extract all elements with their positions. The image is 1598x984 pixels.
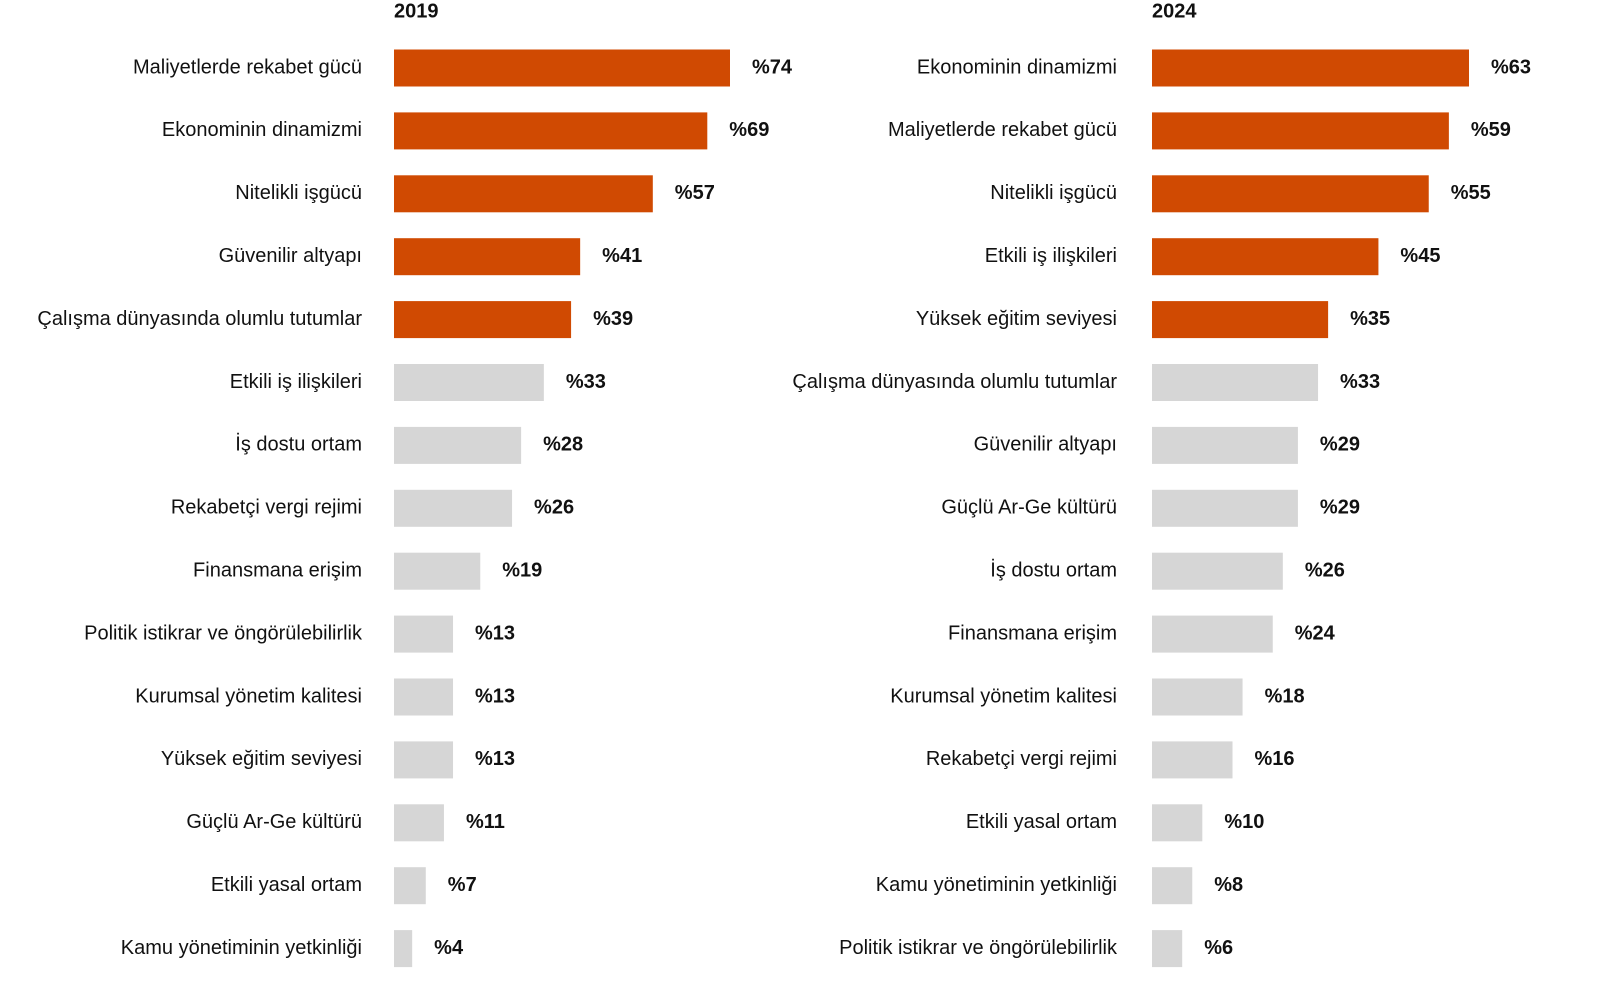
bar <box>394 238 581 276</box>
category-label: Etkili yasal ortam <box>966 811 1117 833</box>
category-label: Ekonominin dinamizmi <box>162 119 362 141</box>
category-label: Etkili iş ilişkileri <box>985 245 1117 267</box>
category-label: Rekabetçi vergi rejimi <box>926 748 1117 770</box>
category-label: Ekonominin dinamizmi <box>917 56 1117 78</box>
value-label: %45 <box>1400 245 1440 267</box>
category-label: Yüksek eğitim seviyesi <box>916 308 1117 330</box>
value-label: %28 <box>543 434 583 456</box>
value-label: %19 <box>502 559 542 581</box>
bar <box>394 678 454 716</box>
category-label: Finansmana erişim <box>948 622 1117 644</box>
bar <box>1152 238 1379 276</box>
bar <box>394 175 653 213</box>
bar <box>1152 615 1273 653</box>
bar <box>1152 552 1283 590</box>
value-label: %18 <box>1265 685 1305 707</box>
bar <box>1152 741 1233 779</box>
value-label: %35 <box>1350 308 1390 330</box>
category-label: Nitelikli işgücü <box>235 182 362 204</box>
bar <box>1152 930 1183 968</box>
category-label: Finansmana erişim <box>193 559 362 581</box>
bar <box>1152 426 1298 464</box>
bar <box>394 112 708 150</box>
category-label: Kurumsal yönetim kalitesi <box>890 685 1117 707</box>
value-label: %13 <box>475 685 515 707</box>
bar <box>394 49 730 87</box>
category-label: İş dostu ortam <box>990 558 1117 581</box>
category-label: Çalışma dünyasında olumlu tutumlar <box>792 371 1117 393</box>
value-label: %10 <box>1224 811 1264 833</box>
category-label: Güvenilir altyapı <box>974 434 1117 456</box>
value-label: %13 <box>475 622 515 644</box>
chart-title: 2024 <box>1152 0 1197 22</box>
bar <box>1152 489 1298 527</box>
value-label: %39 <box>593 308 633 330</box>
bar <box>394 804 444 842</box>
value-label: %11 <box>466 811 505 833</box>
bar <box>1152 301 1329 339</box>
value-label: %41 <box>602 245 642 267</box>
category-label: Etkili yasal ortam <box>211 874 362 896</box>
bar <box>394 930 413 968</box>
value-label: %16 <box>1255 748 1295 770</box>
bar <box>394 489 513 527</box>
value-label: %7 <box>448 874 477 896</box>
category-label: Etkili iş ilişkileri <box>230 371 362 393</box>
bar <box>1152 804 1203 842</box>
category-label: Güvenilir altyapı <box>219 245 362 267</box>
bar <box>394 867 426 905</box>
category-label: Kurumsal yönetim kalitesi <box>135 685 362 707</box>
chart-title: 2019 <box>394 0 439 22</box>
value-label: %69 <box>729 119 769 141</box>
bar <box>394 301 572 339</box>
value-label: %26 <box>1305 559 1345 581</box>
bar <box>394 364 544 401</box>
value-label: %8 <box>1214 874 1243 896</box>
category-label: Rekabetçi vergi rejimi <box>171 497 362 519</box>
value-label: %74 <box>752 56 793 78</box>
value-label: %59 <box>1471 119 1511 141</box>
bar <box>394 741 454 779</box>
bar <box>1152 678 1243 716</box>
category-label: Maliyetlerde rekabet gücü <box>133 56 362 78</box>
value-label: %4 <box>434 937 464 959</box>
category-label: Kamu yönetiminin yetkinliği <box>876 874 1117 896</box>
category-label: Kamu yönetiminin yetkinliği <box>121 937 362 959</box>
category-label: Politik istikrar ve öngörülebilirlik <box>84 622 363 644</box>
category-label: Yüksek eğitim seviyesi <box>161 748 362 770</box>
category-label: Maliyetlerde rekabet gücü <box>888 119 1117 141</box>
bar <box>1152 112 1449 150</box>
category-label: Çalışma dünyasında olumlu tutumlar <box>37 308 362 330</box>
value-label: %24 <box>1295 622 1336 644</box>
bar <box>1152 175 1429 213</box>
value-label: %33 <box>566 371 606 393</box>
category-label: Nitelikli işgücü <box>990 182 1117 204</box>
bar <box>394 426 522 464</box>
bar <box>394 552 481 590</box>
category-label: Güçlü Ar-Ge kültürü <box>186 811 362 833</box>
bar <box>1152 49 1469 87</box>
value-label: %6 <box>1204 937 1233 959</box>
value-label: %55 <box>1451 182 1491 204</box>
category-label: Güçlü Ar-Ge kültürü <box>941 497 1117 519</box>
category-label: İş dostu ortam <box>235 433 362 456</box>
category-label: Politik istikrar ve öngörülebilirlik <box>839 937 1118 959</box>
value-label: %29 <box>1320 497 1360 519</box>
bar <box>1152 867 1193 905</box>
value-label: %13 <box>475 748 515 770</box>
value-label: %26 <box>534 497 574 519</box>
bar <box>394 615 454 653</box>
value-label: %33 <box>1340 371 1380 393</box>
value-label: %57 <box>675 182 715 204</box>
bar <box>1152 364 1319 401</box>
value-label: %63 <box>1491 56 1531 78</box>
value-label: %29 <box>1320 434 1360 456</box>
